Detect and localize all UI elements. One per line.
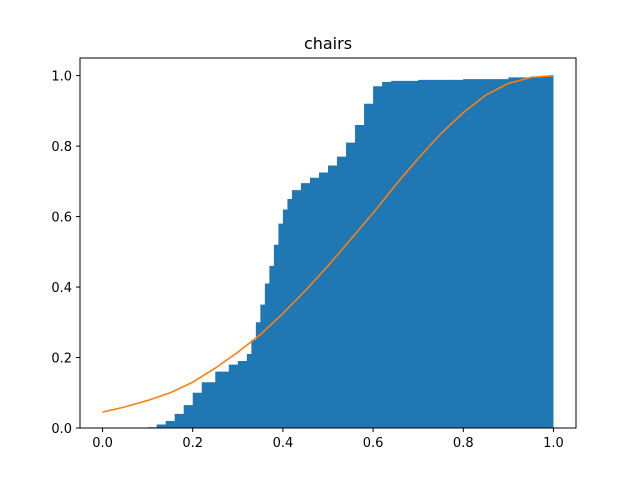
x-tick-label: 1.0 [543,436,564,451]
axes-frame [79,57,577,429]
cumulative-histogram-area [102,75,554,428]
y-tick-label: 0.6 [51,211,72,226]
y-tick-label: 0.4 [51,281,72,296]
y-axis: 0.0 0.2 0.4 0.6 0.8 1.0 [51,70,80,437]
y-tick-label: 0.8 [51,140,72,155]
x-axis: 0.0 0.2 0.4 0.6 0.8 1.0 [92,428,564,451]
chart-title: chairs [304,34,352,53]
x-tick-label: 0.4 [273,436,294,451]
x-tick-label: 0.2 [182,436,203,451]
x-tick-label: 0.0 [92,436,113,451]
y-tick-label: 1.0 [51,70,72,85]
y-tick-label: 0.2 [51,352,72,367]
x-tick-label: 0.8 [453,436,474,451]
x-tick-label: 0.6 [363,436,384,451]
curve-line [102,74,554,413]
y-tick-label: 0.0 [51,422,72,437]
plot-area [102,74,554,428]
